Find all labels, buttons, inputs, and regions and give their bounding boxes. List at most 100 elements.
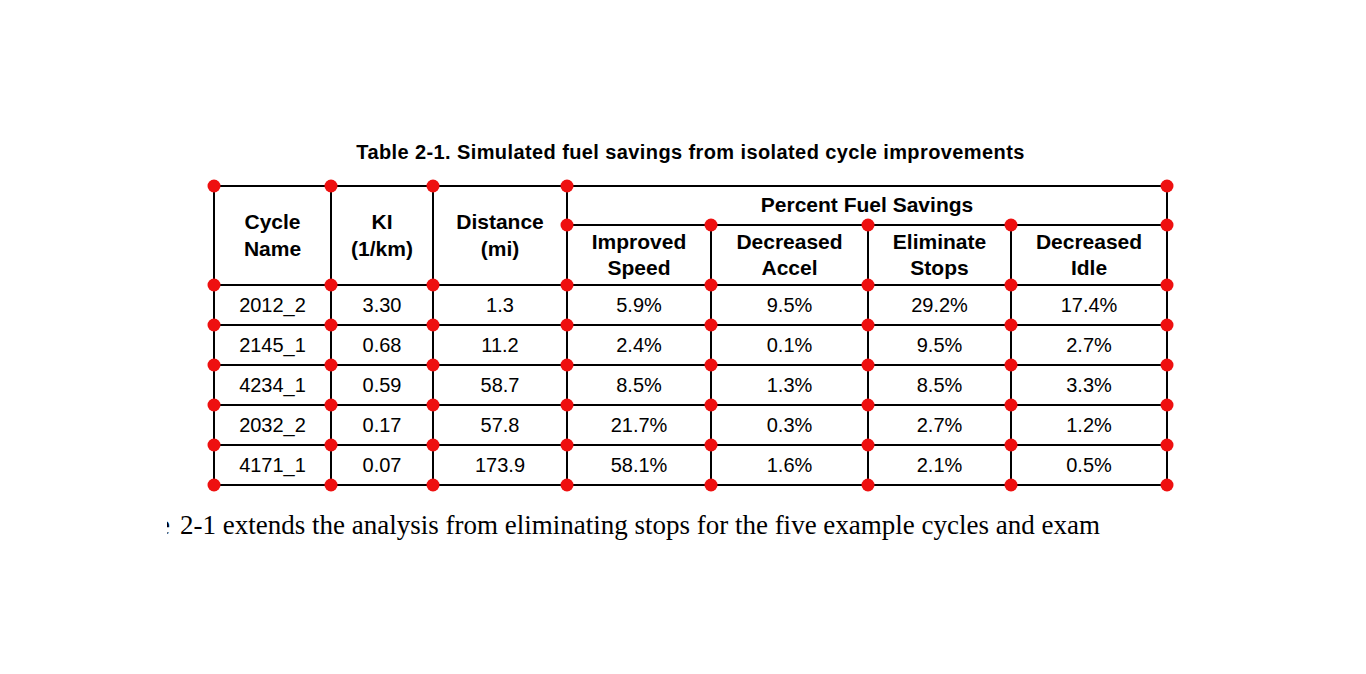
table-row: 2012_2 3.30 1.3 5.9% 9.5% 29.2% 17.4% [214, 285, 1167, 325]
table-corner-handle[interactable] [705, 399, 718, 412]
table-corner-handle[interactable] [1161, 479, 1174, 492]
table-corner-handle[interactable] [1005, 439, 1018, 452]
table-corner-handle[interactable] [705, 439, 718, 452]
cell-distance: 173.9 [433, 445, 567, 485]
cell-cycle-name: 4234_1 [214, 365, 331, 405]
table-corner-handle[interactable] [1161, 439, 1174, 452]
cell-cycle-name: 2032_2 [214, 405, 331, 445]
table-row: 2145_1 0.68 11.2 2.4% 0.1% 9.5% 2.7% [214, 325, 1167, 365]
table-corner-handle[interactable] [427, 180, 440, 193]
table-corner-handle[interactable] [427, 479, 440, 492]
col-header-improved-speed: Improved Speed [567, 225, 711, 285]
table-corner-handle[interactable] [325, 399, 338, 412]
cell-cycle-name: 2012_2 [214, 285, 331, 325]
cell-cycle-name: 2145_1 [214, 325, 331, 365]
table-corner-handle[interactable] [862, 279, 875, 292]
table-corner-handle[interactable] [427, 359, 440, 372]
table-corner-handle[interactable] [1161, 219, 1174, 232]
table-corner-handle[interactable] [1161, 180, 1174, 193]
cell-distance: 1.3 [433, 285, 567, 325]
table-corner-handle[interactable] [325, 319, 338, 332]
cell-eliminate-stops: 2.7% [868, 405, 1011, 445]
table-corner-handle[interactable] [427, 399, 440, 412]
body-text-line: e2-1 extends the analysis from eliminati… [167, 510, 1100, 546]
table-corner-handle[interactable] [862, 479, 875, 492]
table-corner-handle[interactable] [705, 359, 718, 372]
table-corner-handle[interactable] [561, 279, 574, 292]
table-corner-handle[interactable] [862, 399, 875, 412]
table-corner-handle[interactable] [862, 319, 875, 332]
table-corner-handle[interactable] [427, 319, 440, 332]
col-header-distance: Distance (mi) [433, 186, 567, 285]
cell-decreased-accel: 1.6% [711, 445, 868, 485]
cell-improved-speed: 21.7% [567, 405, 711, 445]
table-corner-handle[interactable] [208, 359, 221, 372]
table-corner-handle[interactable] [705, 479, 718, 492]
table-corner-handle[interactable] [1005, 219, 1018, 232]
col-header-decreased-accel: Decreased Accel [711, 225, 868, 285]
table-corner-handle[interactable] [705, 319, 718, 332]
cell-distance: 11.2 [433, 325, 567, 365]
table-corner-handle[interactable] [325, 279, 338, 292]
document-page: Table 2-1. Simulated fuel savings from i… [0, 0, 1366, 674]
cell-eliminate-stops: 8.5% [868, 365, 1011, 405]
col-header-cycle-name: Cycle Name [214, 186, 331, 285]
table-corner-handle[interactable] [862, 359, 875, 372]
table-corner-handle[interactable] [1005, 279, 1018, 292]
table-corner-handle[interactable] [208, 399, 221, 412]
cell-eliminate-stops: 2.1% [868, 445, 1011, 485]
table-corner-handle[interactable] [1161, 319, 1174, 332]
table-corner-handle[interactable] [561, 219, 574, 232]
table-corner-handle[interactable] [1005, 319, 1018, 332]
table-corner-handle[interactable] [325, 479, 338, 492]
cell-ki: 0.59 [331, 365, 433, 405]
table-corner-handle[interactable] [1005, 359, 1018, 372]
body-text: 2-1 extends the analysis from eliminatin… [167, 510, 1100, 540]
table-corner-handle[interactable] [208, 479, 221, 492]
table-corner-handle[interactable] [1005, 399, 1018, 412]
table-corner-handle[interactable] [325, 439, 338, 452]
table-corner-handle[interactable] [561, 359, 574, 372]
table-corner-handle[interactable] [325, 180, 338, 193]
cell-ki: 0.07 [331, 445, 433, 485]
cell-ki: 3.30 [331, 285, 433, 325]
table-corner-handle[interactable] [561, 319, 574, 332]
cell-decreased-accel: 1.3% [711, 365, 868, 405]
table-corner-handle[interactable] [1161, 279, 1174, 292]
cell-decreased-idle: 3.3% [1011, 365, 1167, 405]
cell-distance: 57.8 [433, 405, 567, 445]
table-corner-handle[interactable] [208, 319, 221, 332]
table-corner-handle[interactable] [561, 180, 574, 193]
table-corner-handle[interactable] [561, 439, 574, 452]
cell-decreased-idle: 0.5% [1011, 445, 1167, 485]
table-corner-handle[interactable] [427, 279, 440, 292]
cell-decreased-idle: 1.2% [1011, 405, 1167, 445]
cell-cycle-name: 4171_1 [214, 445, 331, 485]
table-corner-handle[interactable] [561, 479, 574, 492]
table-corner-handle[interactable] [705, 219, 718, 232]
table-corner-handle[interactable] [862, 439, 875, 452]
cell-improved-speed: 8.5% [567, 365, 711, 405]
table-corner-handle[interactable] [705, 279, 718, 292]
table-corner-handle[interactable] [208, 180, 221, 193]
table-corner-handle[interactable] [1005, 479, 1018, 492]
cell-decreased-accel: 9.5% [711, 285, 868, 325]
table-corner-handle[interactable] [208, 439, 221, 452]
table-corner-handle[interactable] [1161, 359, 1174, 372]
cell-distance: 58.7 [433, 365, 567, 405]
table-corner-handle[interactable] [561, 399, 574, 412]
table-row: 4171_1 0.07 173.9 58.1% 1.6% 2.1% 0.5% [214, 445, 1167, 485]
col-header-decreased-idle: Decreased Idle [1011, 225, 1167, 285]
table-row: 4234_1 0.59 58.7 8.5% 1.3% 8.5% 3.3% [214, 365, 1167, 405]
table-corner-handle[interactable] [208, 279, 221, 292]
fuel-savings-table: Cycle Name KI (1/km) Distance (mi) Perce… [213, 185, 1168, 486]
cell-improved-speed: 2.4% [567, 325, 711, 365]
cell-decreased-accel: 0.1% [711, 325, 868, 365]
table-corner-handle[interactable] [325, 359, 338, 372]
cell-decreased-idle: 2.7% [1011, 325, 1167, 365]
cell-decreased-accel: 0.3% [711, 405, 868, 445]
table-corner-handle[interactable] [427, 439, 440, 452]
clipped-letter-fragment: e [167, 510, 172, 546]
table-corner-handle[interactable] [862, 219, 875, 232]
table-corner-handle[interactable] [1161, 399, 1174, 412]
